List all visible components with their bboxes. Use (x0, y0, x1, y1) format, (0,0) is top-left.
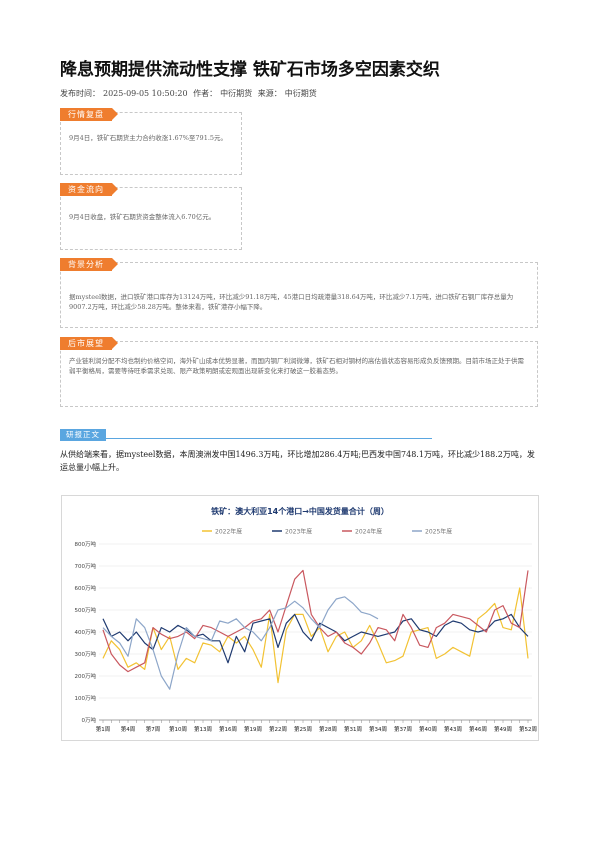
background-tag: 背景分析 (60, 258, 118, 271)
chart-title: 铁矿：澳大利亚14个港口→中国发货量合计（周） (211, 506, 389, 516)
background-box: 背景分析 据mysteel数据，进口铁矿港口库存为13124万吨，环比减少91.… (60, 258, 538, 328)
series-line-2023 (102, 613, 529, 664)
shipment-chart: 铁矿：澳大利亚14个港口→中国发货量合计（周） 2022年度 2023年度 2024年… (61, 495, 539, 741)
outlook-box: 后市展望 产业链利润分配不均也制约价格空间，海外矿山成本优势显著，而国内钢厂利润… (60, 337, 538, 407)
x-tick-label: 第46周 (469, 725, 487, 733)
capital-flow-text: 9月4日收盘，铁矿石期货资金整体流入6.70亿元。 (69, 213, 216, 221)
y-tick-label: 600万吨 (75, 584, 97, 592)
x-tick-label: 第52周 (519, 725, 537, 733)
market-review-text: 9月4日，铁矿石期货主力合约收涨1.67%至791.5元。 (69, 134, 228, 142)
x-tick-label: 第7周 (146, 725, 161, 733)
series-line-2025 (102, 596, 379, 690)
market-review-box: 行情复盘 9月4日，铁矿石期货主力合约收涨1.67%至791.5元。 (60, 108, 242, 175)
background-text: 据mysteel数据，进口铁矿港口库存为13124万吨，环比减少91.18万吨，… (69, 293, 514, 311)
capital-flow-box: 资金流向 9月4日收盘，铁矿石期货资金整体流入6.70亿元。 (60, 183, 242, 250)
author-label: 作者： (193, 89, 218, 98)
x-tick-label: 第43周 (444, 725, 462, 733)
outlook-tag: 后市展望 (60, 337, 118, 350)
y-tick-label: 0万吨 (82, 716, 97, 724)
series-line-2022 (102, 587, 529, 684)
publish-label: 发布时间： (60, 89, 100, 98)
x-tick-label: 第31周 (344, 725, 362, 733)
y-tick-label: 200万吨 (75, 672, 97, 680)
chart-canvas: 铁矿：澳大利亚14个港口→中国发货量合计（周） 2022年度 2023年度 2024年… (75, 506, 538, 733)
report-tag: 研报正文 (60, 429, 106, 441)
y-tick-label: 500万吨 (75, 606, 97, 614)
source-label: 来源： (257, 89, 282, 98)
x-tick-label: 第13周 (194, 725, 212, 733)
y-tick-label: 100万吨 (75, 694, 97, 702)
y-tick-label: 400万吨 (75, 628, 97, 636)
x-tick-label: 第4周 (121, 725, 136, 733)
report-text: 从供给端来看，据mysteel数据，本周澳洲发中国1496.3万吨，环比增加28… (60, 450, 535, 472)
author: 中衍期货 (220, 89, 253, 98)
x-tick-label: 第19周 (244, 725, 262, 733)
x-tick-label: 第10周 (169, 725, 187, 733)
report-divider (60, 438, 432, 439)
article-meta: 发布时间： 2025-09-05 10:50:20 作者： 中衍期货 来源： 中衍期货 (60, 88, 320, 99)
x-tick-label: 第25周 (294, 725, 312, 733)
legend-label: 2023年度 (285, 528, 312, 536)
legend-label: 2024年度 (355, 528, 382, 536)
publish-time: 2025-09-05 10:50:20 (103, 89, 188, 98)
legend-label: 2022年度 (215, 528, 242, 536)
x-tick-label: 第1周 (96, 725, 111, 733)
article-title: 降息预期提供流动性支撑 铁矿石市场多空因素交织 (60, 60, 440, 80)
y-tick-label: 300万吨 (75, 650, 97, 658)
source: 中衍期货 (284, 89, 317, 98)
x-tick-label: 第16周 (219, 725, 237, 733)
series-line-2024 (102, 569, 529, 673)
market-review-tag: 行情复盘 (60, 108, 118, 121)
y-tick-label: 800万吨 (75, 540, 97, 548)
x-tick-label: 第37周 (394, 725, 412, 733)
outlook-text: 产业链利润分配不均也制约价格空间，海外矿山成本优势显著，而国内钢厂利润微薄，铁矿… (69, 357, 524, 375)
y-tick-label: 700万吨 (75, 562, 97, 570)
x-tick-label: 第40周 (419, 725, 437, 733)
capital-flow-tag: 资金流向 (60, 183, 118, 196)
x-tick-label: 第22周 (269, 725, 287, 733)
x-tick-label: 第28周 (319, 725, 337, 733)
x-tick-label: 第49周 (494, 725, 512, 733)
legend-label: 2025年度 (425, 528, 452, 536)
x-tick-label: 第34周 (369, 725, 387, 733)
